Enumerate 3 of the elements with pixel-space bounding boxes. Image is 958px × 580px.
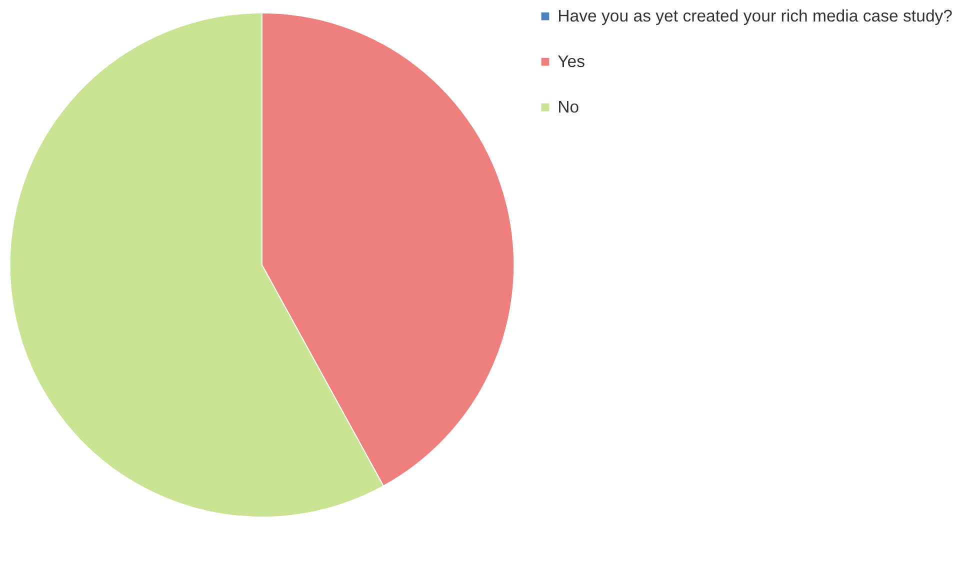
legend-label: No	[558, 97, 580, 116]
legend-label: Yes	[558, 52, 586, 71]
legend-label: Have you as yet created your rich media case study?	[558, 6, 953, 26]
